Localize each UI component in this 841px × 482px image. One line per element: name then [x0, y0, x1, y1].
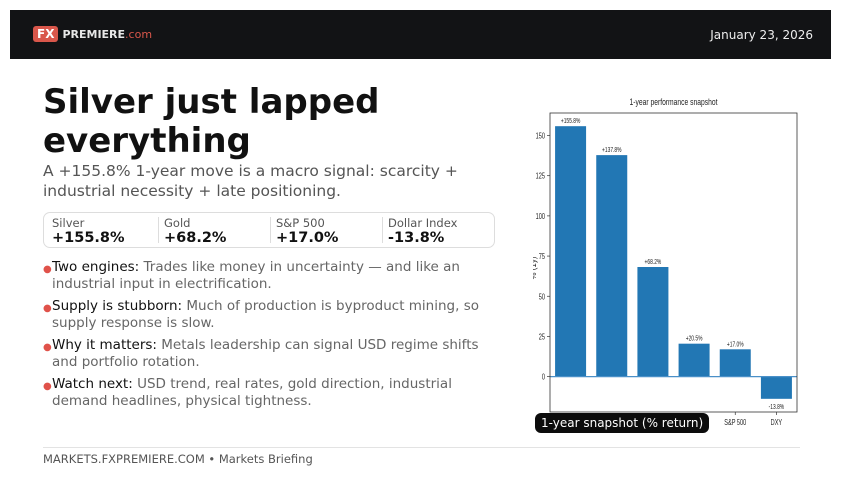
- data-label: +68.2%: [645, 259, 662, 266]
- stat-value: +68.2%: [164, 230, 227, 246]
- stats-strip: Silver +155.8% Gold +68.2% S&P 500 +17.0% D…: [43, 212, 495, 248]
- y-tick-label: 100: [536, 213, 545, 221]
- plot-frame: [549, 112, 798, 413]
- stat-gold: Gold +68.2%: [158, 216, 270, 246]
- list-item: ● Watch next: USD trend, real rates, gold…: [43, 376, 452, 409]
- data-label: +20.5%: [686, 336, 703, 343]
- logo-fx-badge: FX: [33, 26, 59, 42]
- bar-0: [555, 126, 587, 377]
- footer-text: MARKETS.FXPREMIERE.COM • Markets Briefin…: [43, 452, 313, 466]
- data-label: +17.0%: [727, 342, 744, 349]
- stat-label: S&P 500: [276, 216, 325, 230]
- y-tick-label: 150: [536, 133, 545, 141]
- bullet-dot-icon: ●: [43, 264, 52, 275]
- stat-label: Dollar Index: [388, 216, 458, 230]
- y-tick-label: 125: [536, 173, 545, 181]
- stat-label: Gold: [164, 216, 191, 230]
- stat-sp500: S&P 500 +17.0%: [270, 216, 382, 246]
- y-tick-label: 0: [542, 374, 545, 382]
- data-label: +155.8%: [561, 119, 581, 126]
- stat-label: Silver: [52, 216, 85, 230]
- stat-silver: Silver +155.8%: [52, 216, 158, 247]
- bar-4: [719, 349, 751, 377]
- bar-2: [637, 267, 669, 377]
- y-axis-label: % (1y): [533, 256, 538, 279]
- bullet-dot-icon: ●: [43, 303, 52, 314]
- data-label: +137.8%: [602, 147, 622, 154]
- logo[interactable]: FX PREMIERE.com: [33, 26, 152, 42]
- y-tick-label: 75: [539, 253, 545, 261]
- chart-title: 1-year performance snapshot: [630, 97, 719, 107]
- bullet-list: ● Two engines: Trades like money in uncer…: [43, 259, 493, 415]
- subtitle: A +155.8% 1-year move is a macro signal:…: [43, 162, 458, 200]
- bar-1: [596, 155, 628, 377]
- x-tick-label: S&P 500: [724, 419, 746, 427]
- date: January 23, 2026: [710, 28, 813, 42]
- top-bar: FX PREMIERE.com January 23, 2026: [10, 10, 831, 59]
- bar-3: [678, 343, 710, 377]
- bullet-dot-icon: ●: [43, 342, 52, 353]
- list-item: ● Supply is stubborn: Much of production …: [43, 298, 479, 331]
- y-tick-label: 25: [539, 334, 545, 342]
- stat-value: +17.0%: [276, 230, 339, 246]
- footer-divider: [43, 447, 800, 448]
- performance-chart: 1-year performance snapshot +155.8% +137.8…: [533, 97, 798, 427]
- x-tick-label: DXY: [771, 419, 783, 427]
- list-item: ● Why it matters: Metals leadership can s…: [43, 337, 479, 370]
- chart-caption: 1-year snapshot (% return): [535, 413, 710, 433]
- y-tick-label: 50: [539, 293, 545, 301]
- data-label: -13.8%: [769, 404, 785, 411]
- bar-5: [760, 376, 792, 399]
- logo-wordmark: PREMIERE.com: [62, 27, 153, 41]
- stat-dollar-index: Dollar Index -13.8%: [382, 216, 494, 246]
- list-item: ● Two engines: Trades like money in uncer…: [43, 259, 460, 292]
- bullet-dot-icon: ●: [43, 381, 52, 392]
- stat-value: +155.8%: [52, 230, 125, 246]
- stat-value: -13.8%: [388, 230, 445, 246]
- page-title: Silver just lapped everything: [43, 82, 380, 161]
